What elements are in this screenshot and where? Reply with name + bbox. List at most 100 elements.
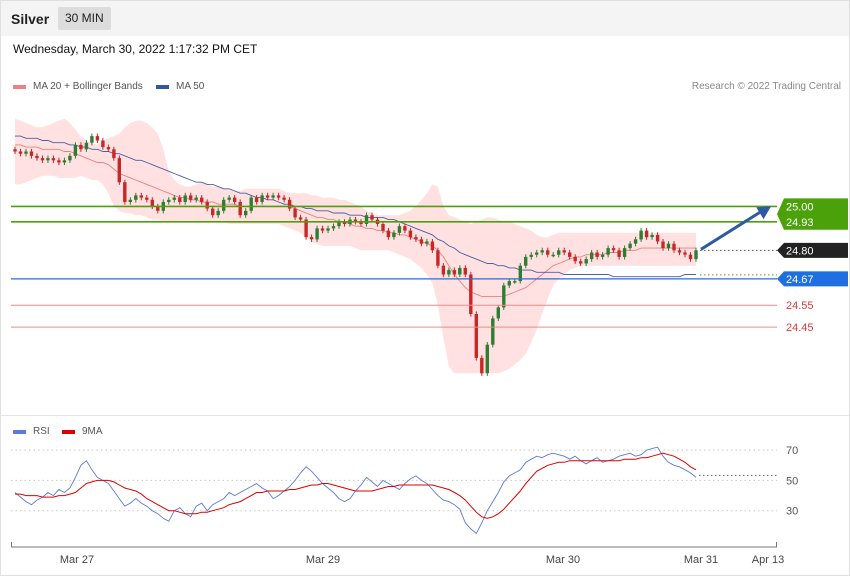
level-label-24.45: 24.45 bbox=[786, 322, 814, 334]
candle-body bbox=[326, 228, 330, 231]
candle-body bbox=[276, 195, 281, 198]
candle-body bbox=[485, 344, 489, 374]
candle-body bbox=[183, 195, 187, 202]
candle-body bbox=[84, 142, 89, 150]
price-plot-area bbox=[13, 118, 698, 376]
candle-body bbox=[178, 197, 182, 202]
candle-body bbox=[397, 226, 402, 233]
level-label-24.67: 24.67 bbox=[786, 274, 814, 286]
candle-body bbox=[35, 155, 39, 159]
rsi-swatch bbox=[13, 429, 26, 434]
candle-body bbox=[57, 160, 61, 163]
candle-body bbox=[617, 250, 621, 257]
candle-body bbox=[101, 140, 105, 148]
candle-body bbox=[106, 147, 111, 150]
candle-body bbox=[222, 199, 226, 211]
forecast-arrow-head bbox=[756, 206, 771, 220]
credit-text: Research © 2022 Trading Central bbox=[691, 81, 841, 92]
candle-body bbox=[18, 151, 23, 154]
candle-body bbox=[227, 197, 231, 200]
candle-body bbox=[650, 234, 654, 238]
candle-body bbox=[123, 182, 127, 202]
rsi-chart: 70 50 30 Mar 27 Mar 29 Mar 30 Mar 31 Apr 13 bbox=[11, 445, 798, 566]
x-tick-label: Mar 29 bbox=[306, 554, 340, 566]
rsi-tick-label-70: 70 bbox=[786, 445, 798, 457]
ma50-line bbox=[15, 135, 696, 278]
candle-body bbox=[441, 265, 446, 275]
candle-body bbox=[694, 250, 698, 260]
candle-body bbox=[381, 224, 385, 231]
candle-body bbox=[265, 195, 270, 198]
candle-body bbox=[194, 197, 198, 200]
legend-rsi-label: RSI bbox=[33, 426, 50, 437]
candle-body bbox=[639, 230, 643, 240]
candle-body bbox=[611, 248, 616, 251]
candle-body bbox=[205, 202, 209, 209]
candle-body bbox=[95, 136, 100, 141]
candle-body bbox=[24, 151, 28, 154]
candle-body bbox=[557, 250, 561, 255]
rsi-tick-label-30: 30 bbox=[786, 506, 798, 518]
candle-body bbox=[672, 243, 676, 251]
bollinger-band-area bbox=[15, 118, 696, 374]
candle-body bbox=[40, 158, 45, 161]
candle-body bbox=[167, 199, 171, 202]
candle-body bbox=[513, 281, 517, 283]
candle-body bbox=[414, 237, 418, 240]
candle-body bbox=[666, 243, 671, 249]
level-label-box-24.67 bbox=[777, 271, 848, 287]
candle-body bbox=[189, 195, 193, 200]
candle-body bbox=[408, 230, 413, 238]
candle-body bbox=[145, 197, 149, 200]
candle-body bbox=[491, 318, 495, 345]
resistance-label-box bbox=[777, 198, 848, 230]
timeframe-button[interactable]: 30 MIN bbox=[58, 7, 111, 30]
candle-body bbox=[469, 274, 473, 314]
candle-body bbox=[150, 199, 154, 207]
candle-body bbox=[606, 248, 610, 255]
candle-body bbox=[452, 270, 457, 275]
candle-body bbox=[271, 195, 275, 198]
candle-body bbox=[436, 250, 440, 266]
candle-body bbox=[524, 256, 528, 266]
candle-body bbox=[117, 158, 121, 183]
candle-body bbox=[233, 197, 237, 202]
candle-body bbox=[112, 149, 116, 159]
candle-body bbox=[51, 158, 56, 161]
candle-body bbox=[540, 250, 544, 253]
candle-body bbox=[683, 252, 687, 255]
candle-body bbox=[364, 215, 369, 224]
x-tick-label: Mar 27 bbox=[60, 554, 94, 566]
candle-body bbox=[304, 219, 308, 238]
candle-body bbox=[260, 195, 264, 202]
x-tick-label: Mar 31 bbox=[684, 554, 718, 566]
price-chart: 25.00 24.93 24.80 24.67 24.55 24.45 bbox=[11, 118, 848, 376]
candle-body bbox=[518, 265, 522, 282]
candle-body bbox=[551, 254, 555, 257]
candle-body bbox=[600, 254, 605, 257]
candle-body bbox=[644, 230, 649, 238]
candle-body bbox=[502, 285, 506, 308]
chart-header: Silver 30 MIN bbox=[1, 1, 849, 36]
ma20-swatch bbox=[13, 84, 26, 89]
candle-body bbox=[309, 237, 314, 240]
timestamp: Wednesday, March 30, 2022 1:17:32 PM CET bbox=[13, 42, 258, 56]
candle-body bbox=[496, 307, 500, 319]
legend-ma50: MA 50 bbox=[156, 81, 204, 92]
candle-body bbox=[480, 357, 484, 374]
candle-body bbox=[331, 226, 336, 229]
candle-body bbox=[590, 252, 594, 260]
candle-body bbox=[474, 314, 478, 358]
candle-body bbox=[507, 281, 511, 286]
candle-body bbox=[244, 210, 248, 216]
candle-body bbox=[463, 267, 467, 275]
candle-body bbox=[73, 144, 78, 156]
candle-body bbox=[90, 136, 94, 143]
x-tick-label: Mar 30 bbox=[546, 554, 580, 566]
candle-body bbox=[337, 221, 341, 227]
level-label-24.93: 24.93 bbox=[786, 217, 814, 229]
candle-body bbox=[320, 228, 325, 231]
candle-body bbox=[458, 267, 462, 275]
candle-body bbox=[370, 215, 374, 220]
